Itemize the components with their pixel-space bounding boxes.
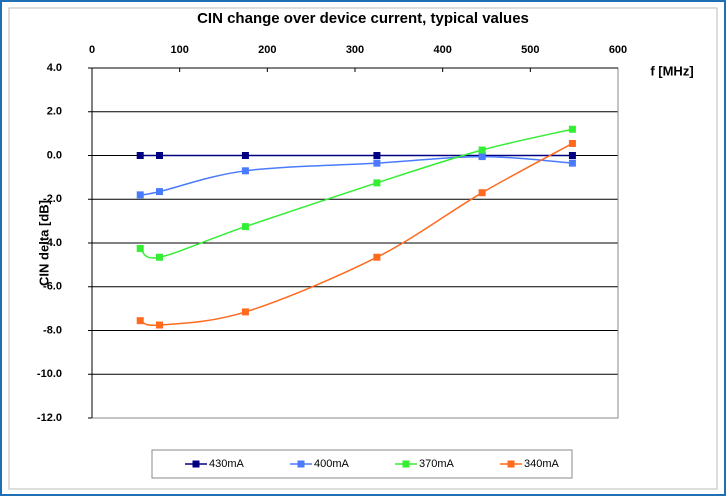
chart-area xyxy=(8,7,718,490)
x-tick-label: 600 xyxy=(609,44,627,56)
y-tick-label: 4.0 xyxy=(47,62,62,74)
y-axis-label: CIN delta [dB] xyxy=(36,200,51,286)
y-tick-label: 2.0 xyxy=(47,106,62,118)
x-tick-label: 400 xyxy=(433,44,451,56)
data-point xyxy=(136,191,144,199)
x-tick-label: 100 xyxy=(170,44,188,56)
chart-title: CIN change over device current, typical … xyxy=(197,10,529,27)
y-tick-label: -2.0 xyxy=(43,193,62,205)
x-tick-label: 500 xyxy=(521,44,539,56)
data-point xyxy=(241,308,249,316)
data-point xyxy=(136,152,144,159)
data-point xyxy=(241,167,249,175)
data-point xyxy=(136,317,144,325)
data-point xyxy=(373,159,381,167)
legend-marker xyxy=(507,460,515,468)
legend-marker xyxy=(192,460,200,468)
x-tick-label: 300 xyxy=(346,44,364,56)
data-point xyxy=(478,146,486,154)
data-point xyxy=(568,159,576,167)
data-point xyxy=(136,244,144,252)
y-tick-label: -12.0 xyxy=(37,412,62,424)
legend-label: 430mA xyxy=(209,458,245,470)
y-tick-label: -6.0 xyxy=(43,281,62,293)
data-point xyxy=(241,223,249,231)
legend-label: 340mA xyxy=(524,458,560,470)
data-point xyxy=(478,189,486,197)
x-tick-label: 0 xyxy=(89,44,95,56)
data-point xyxy=(373,152,381,159)
data-point xyxy=(568,152,576,159)
y-tick-label: -4.0 xyxy=(43,237,62,249)
data-point xyxy=(241,152,249,159)
y-tick-label: -8.0 xyxy=(43,324,62,336)
data-point xyxy=(373,253,381,261)
data-point xyxy=(373,179,381,187)
data-point xyxy=(568,139,576,147)
legend-label: 400mA xyxy=(314,458,350,470)
legend-label: 370mA xyxy=(419,458,455,470)
data-point xyxy=(478,153,486,161)
data-point xyxy=(156,253,164,261)
legend-marker xyxy=(297,460,305,468)
x-tick-label: 200 xyxy=(258,44,276,56)
legend-marker xyxy=(402,460,410,468)
data-point xyxy=(156,152,164,159)
data-point xyxy=(568,125,576,133)
x-axis-label: f [MHz] xyxy=(650,63,693,78)
y-tick-label: -10.0 xyxy=(37,368,62,380)
data-point xyxy=(156,188,164,196)
data-point xyxy=(156,321,164,329)
y-tick-label: 0.0 xyxy=(47,149,62,161)
